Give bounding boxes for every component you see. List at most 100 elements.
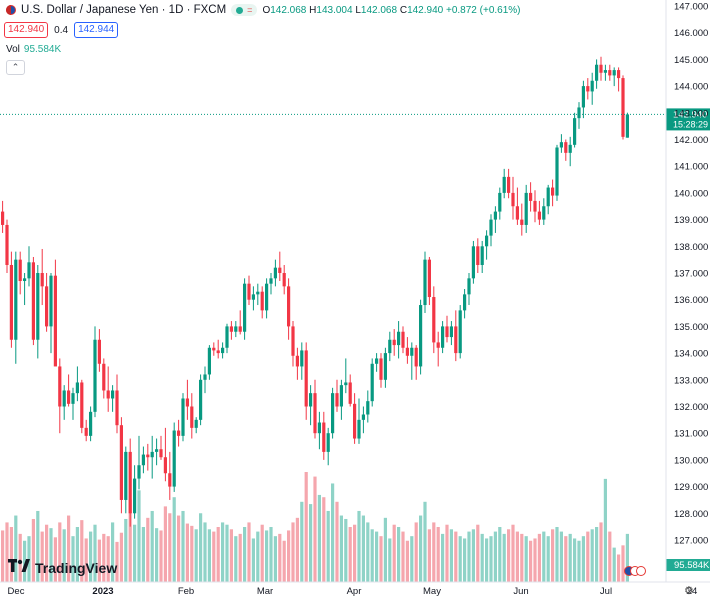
candle xyxy=(287,278,291,340)
candle xyxy=(221,342,225,359)
candle xyxy=(45,273,49,332)
volume-bar xyxy=(31,518,35,582)
volume-bar xyxy=(524,536,528,582)
candle xyxy=(568,136,572,167)
volume-bar xyxy=(163,506,167,582)
volume-bar xyxy=(423,501,427,582)
candle xyxy=(608,64,612,81)
volume-bar xyxy=(146,517,150,582)
volume-bar xyxy=(216,527,220,582)
volume-bar xyxy=(410,536,414,582)
events-flag-icon[interactable] xyxy=(624,566,646,576)
candle xyxy=(273,259,277,287)
volume-bar xyxy=(436,527,440,582)
volume-bar xyxy=(401,531,405,582)
volume-bar xyxy=(326,510,330,582)
candle xyxy=(137,435,141,490)
candle xyxy=(18,251,22,295)
candle xyxy=(177,419,181,447)
volume-bar xyxy=(467,531,471,582)
candle xyxy=(317,411,321,450)
volume-axis-label xyxy=(666,559,710,571)
candle xyxy=(97,329,101,372)
symbol-title[interactable]: U.S. Dollar / Japanese Yen · 1D · FXCM xyxy=(21,4,227,16)
buy-button[interactable]: 142.944 xyxy=(74,22,119,38)
candle xyxy=(476,238,480,273)
collapse-legend-button[interactable]: ⌃ xyxy=(6,60,25,75)
volume-bar xyxy=(489,536,493,582)
candle xyxy=(353,393,357,444)
candle xyxy=(603,64,607,81)
candle xyxy=(427,256,431,306)
volume-bar xyxy=(181,510,185,582)
candle xyxy=(111,385,115,412)
candle xyxy=(590,72,594,105)
price-tick-label: 140.000 xyxy=(674,188,708,199)
tradingview-logo-icon xyxy=(8,559,30,577)
candle xyxy=(577,102,581,129)
sell-button[interactable]: 142.940 xyxy=(4,22,49,38)
price-tick-label: 144.000 xyxy=(674,82,708,93)
volume-bar xyxy=(432,522,436,582)
volume-bar xyxy=(577,540,581,582)
volume-bar xyxy=(155,528,159,582)
volume-bar xyxy=(608,531,612,582)
candle xyxy=(414,345,418,380)
volume-bar xyxy=(454,531,458,582)
volume-bar xyxy=(480,533,484,582)
candle xyxy=(625,112,629,138)
volume-bar xyxy=(62,529,66,582)
volume-bar xyxy=(397,527,401,582)
volume-bar xyxy=(260,524,264,582)
volume-bar xyxy=(14,515,18,582)
candle xyxy=(31,256,35,346)
volume-bar xyxy=(441,533,445,582)
volume-bar xyxy=(339,515,343,582)
candle xyxy=(124,446,128,514)
last-price-label xyxy=(666,108,710,131)
volume-bar xyxy=(97,539,101,582)
candle xyxy=(106,366,110,412)
candle xyxy=(163,427,167,482)
time-tick-label: Apr xyxy=(347,586,362,597)
candle xyxy=(1,200,5,233)
usd-jpy-flag-icon xyxy=(6,5,16,15)
volume-bar xyxy=(190,525,194,582)
volume-bar xyxy=(168,513,172,582)
candle xyxy=(419,299,423,375)
candle xyxy=(93,326,97,418)
volume-bar xyxy=(128,499,132,582)
candle xyxy=(199,374,203,426)
candle xyxy=(181,393,185,442)
volume-bar xyxy=(568,533,572,582)
candle xyxy=(379,353,383,388)
candle xyxy=(502,168,506,199)
market-open-dot-icon xyxy=(236,6,244,14)
volume-legend[interactable]: Vol 95.584K xyxy=(6,44,61,55)
candle xyxy=(238,310,242,335)
candle xyxy=(304,342,308,420)
candle xyxy=(335,379,339,412)
volume-bar xyxy=(414,522,418,582)
candle xyxy=(520,203,524,236)
gear-icon[interactable]: ⚙ xyxy=(684,585,694,597)
volume-label: Vol xyxy=(6,44,20,55)
volume-bar xyxy=(221,522,225,582)
volume-bar xyxy=(89,531,93,582)
volume-bar xyxy=(379,536,383,582)
time-axis: Dec 2023 Feb Mar Apr May Jun Jul 24 xyxy=(0,581,710,597)
candle xyxy=(471,240,475,284)
candle xyxy=(247,275,251,306)
candle xyxy=(300,342,304,380)
volume-bar xyxy=(300,501,304,582)
volume-bar xyxy=(445,524,449,582)
volume-bar xyxy=(353,524,357,582)
candle xyxy=(458,305,462,359)
market-status-pill[interactable]: = xyxy=(231,4,258,16)
volume-bar xyxy=(520,533,524,582)
volume-bar xyxy=(212,531,216,582)
time-tick-label: Jun xyxy=(513,586,528,597)
price-tick-label: 128.000 xyxy=(674,509,708,520)
candle xyxy=(511,176,515,220)
